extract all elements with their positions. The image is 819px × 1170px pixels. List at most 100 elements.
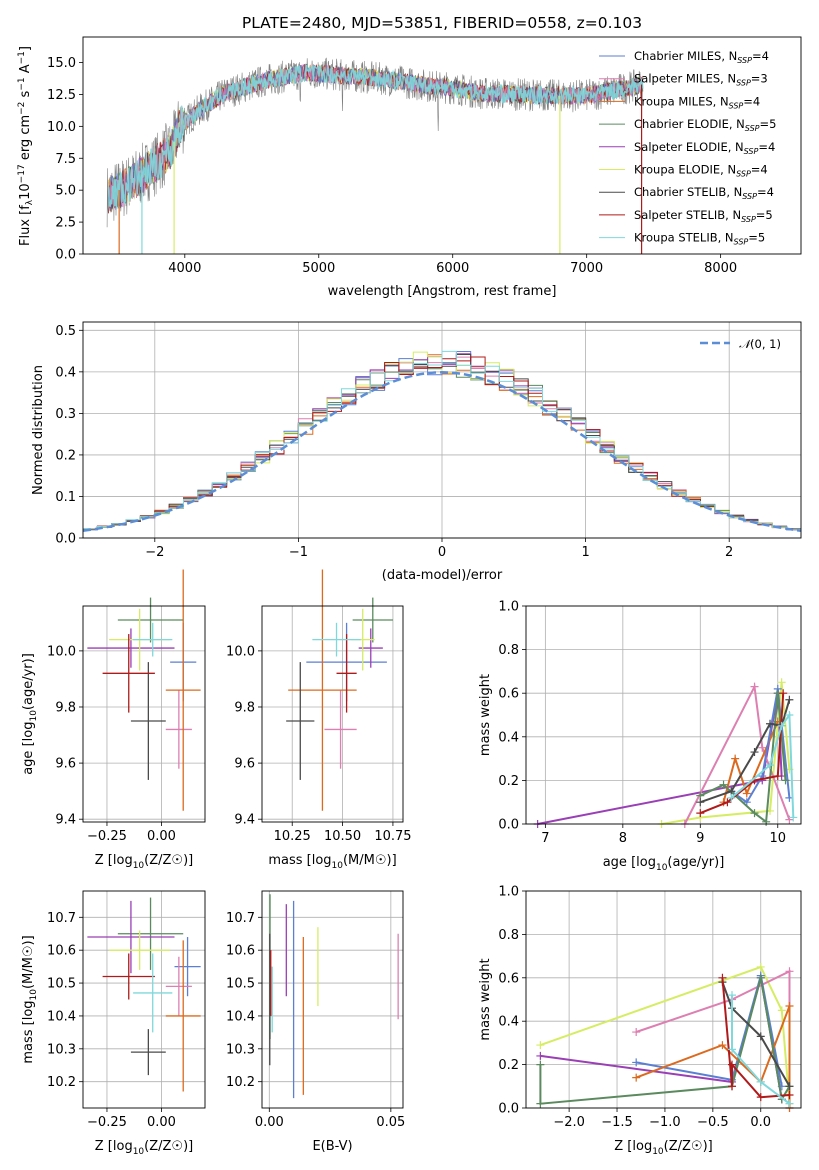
residuals-normal-curve	[82, 371, 802, 532]
mass_vs_Z-ytick-label: 10.2	[47, 1075, 76, 1090]
legend-n: =4	[758, 140, 775, 154]
legend-sub: SSP	[745, 124, 760, 133]
legend-text: Kroupa MILES, N	[634, 94, 729, 108]
spectrum-title: PLATE=2480, MJD=53851, FIBERID=0558, z=0…	[242, 14, 642, 32]
spectrum-xtick-label: 8000	[704, 261, 737, 276]
weight_vs_Z-marker-kroupa_stelib	[756, 1077, 765, 1086]
weight_vs_Z-xtick-label: −1.5	[601, 1115, 633, 1130]
weight_vs_Z-ytick-label: 0.2	[498, 1058, 519, 1073]
age_vs_Z-ytick-label: 10.0	[47, 644, 76, 659]
ylabel-part: erg cm	[18, 115, 33, 164]
age_vs_Z-xtick-label: 0.00	[147, 829, 176, 844]
weight_vs_age-line-chabrier_stelib	[699, 699, 791, 804]
weight_vs_age-ytick-label: 0.8	[498, 643, 519, 658]
residuals-xtick-label: −2	[145, 545, 164, 560]
age_vs_Z-ytick-label: 9.4	[55, 813, 76, 828]
spectrum-legend-label: Salpeter ELODIE, NSSP=4	[634, 140, 775, 156]
legend-sub: SSP	[744, 147, 759, 156]
residuals-xtick-label: 2	[725, 545, 733, 560]
weight_vs_Z-marker-salpeter_stelib	[756, 1093, 765, 1102]
weight_vs_Z-xtick-label: −0.5	[697, 1115, 729, 1130]
spectrum-frame	[82, 36, 802, 255]
mass_vs_ebv-ytick-label: 10.3	[226, 1042, 255, 1057]
mass_vs_Z-ytick-label: 10.3	[47, 1042, 76, 1057]
mass_vs_Z-xlabel: Z [log10(Z/Z☉)]	[95, 1139, 193, 1157]
residuals-xtick-label: 0	[438, 545, 446, 560]
weight_vs_Z-xtick-label: −1.0	[649, 1115, 681, 1130]
mass_vs_Z-ytick-label: 10.5	[47, 977, 76, 992]
spectrum-legend-label: Salpeter STELIB, NSSP=5	[634, 208, 773, 224]
spectrum-ytick-label: 5.0	[55, 184, 76, 199]
age_vs_Z-xlabel-part: Z [log	[95, 853, 133, 868]
mass_vs_ebv-ytick-label: 10.4	[226, 1009, 255, 1024]
legend-sub: SSP	[729, 101, 744, 110]
weight_vs_age-marker-chabrier_stelib	[785, 695, 794, 704]
legend-sub: SSP	[742, 192, 757, 201]
spectrum-ytick-label: 2.5	[55, 216, 76, 231]
weight_vs_age-xtick-label: 9	[696, 831, 704, 846]
weight_vs_Z-marker-kroupa_elodie	[536, 1041, 545, 1050]
weight_vs_Z-xlabel-sub: 10	[652, 1147, 664, 1157]
weight_vs_Z-marker-chabrier_stelib	[785, 1082, 794, 1091]
mass_vs_ebv-ytick-label: 10.5	[226, 977, 255, 992]
weight_vs_age-ytick-label: 0.6	[498, 687, 519, 702]
legend-sub: SSP	[734, 238, 749, 247]
ylabel-part: ]	[18, 46, 33, 51]
weight_vs_age-marker-salpeter_miles	[758, 743, 767, 752]
spectrum-ytick-label: 10.0	[47, 120, 76, 135]
weight_vs_age-xtick-label: 7	[541, 831, 549, 846]
ylabel-sup: −17	[17, 164, 27, 183]
residuals-legend-label: 𝒩(0, 1)	[739, 337, 781, 351]
residuals-ylabel: Normed distribution	[31, 365, 46, 495]
weight_vs_age-line-chabrier_elodie	[699, 693, 787, 824]
weight_vs_age-ytick-label: 1.0	[498, 600, 519, 615]
age_vs_Z-ylabel: age [log10(age/yr)]	[21, 653, 39, 775]
age_vs_Z-ytick-label: 9.8	[55, 700, 76, 715]
weight_vs_age-marker-salpeter_stelib	[696, 809, 705, 818]
legend-text: Kroupa STELIB, N	[634, 231, 734, 245]
age_vs_Z-xlabel-part: (Z/Z☉)]	[144, 853, 193, 868]
legend-n: =5	[748, 231, 765, 245]
residuals-ytick-label: 0.2	[55, 448, 76, 463]
weight_vs_Z-line-kroupa_elodie	[540, 965, 791, 1104]
legend-text: Salpeter MILES, N	[634, 72, 736, 86]
weight_vs_age-marker-kroupa_elodie	[777, 678, 786, 687]
mass_vs_Z-xtick-label: 0.00	[147, 1115, 176, 1130]
mass_vs_ebv-frame	[261, 890, 404, 1109]
legend-n: =4	[751, 163, 768, 177]
legend-n: =4	[757, 185, 774, 199]
legend-sub: SSP	[736, 79, 751, 88]
age_vs_Z-ytick-label: 9.6	[55, 757, 76, 772]
weight_vs_age-marker-kroupa_miles	[742, 789, 751, 798]
ylabel-part: s	[18, 90, 33, 101]
spectrum-ytick-label: 15.0	[47, 56, 76, 71]
mass_vs_Z-ytick-label: 10.6	[47, 944, 76, 959]
age_vs_mass-xtick-label: 10.25	[274, 829, 311, 844]
residuals-ytick-label: 0.1	[55, 490, 76, 505]
weight_vs_age-marker-chabrier_stelib	[696, 798, 705, 807]
age_vs_mass-ytick-label: 9.6	[234, 757, 255, 772]
mass_vs_Z-ytick-label: 10.7	[47, 911, 76, 926]
weight_vs_age-marker-kroupa_stelib	[777, 721, 786, 730]
legend-text: Salpeter STELIB, N	[634, 208, 741, 222]
weight_vs_Z-ytick-label: 0.8	[498, 928, 519, 943]
spectrum-model-kroupa_stelib	[107, 64, 644, 210]
legend-text: Chabrier STELIB, N	[634, 185, 742, 199]
legend-text: (0, 1)	[750, 337, 781, 351]
weight_vs_Z-marker-chabrier_elodie	[756, 973, 765, 982]
weight_vs_Z-marker-salpeter_stelib	[718, 973, 727, 982]
ylabel-part: 10	[18, 183, 33, 200]
weight_vs_Z-line-chabrier_miles	[636, 975, 783, 1087]
legend-n: =3	[751, 72, 768, 86]
age_vs_Z-ylabel-part: (age/yr)]	[21, 653, 36, 710]
weight_vs_age-xlabel-part: age [log	[603, 855, 656, 870]
mass_vs_ebv-ytick-label: 10.7	[226, 911, 255, 926]
mass_vs_Z-ylabel-sub: 10	[29, 989, 39, 1001]
spectrum-lines	[106, 57, 644, 228]
ylabel-part: A	[18, 64, 33, 77]
weight_vs_age-marker-chabrier_elodie	[781, 776, 790, 785]
weight_vs_Z-marker-salpeter_miles	[785, 967, 794, 976]
weight_vs_Z-marker-salpeter_stelib	[728, 1060, 737, 1069]
age_vs_mass-xtick-label: 10.75	[374, 829, 411, 844]
weight_vs_Z-marker-kroupa_miles	[718, 1041, 727, 1050]
